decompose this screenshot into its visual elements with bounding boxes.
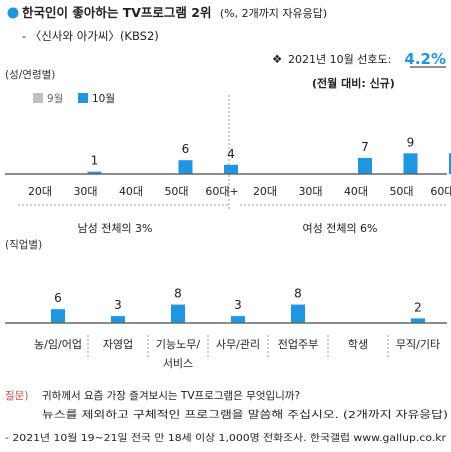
data-label-male-3: 6 [182,142,190,156]
tick-label-occupation-4: 전업주부 [278,338,318,351]
bar-male-1 [87,171,102,174]
bar-female-3 [403,153,418,174]
title-note: (%, 2개까지 자유응답) [220,7,327,20]
tick-label-male-1: 30대 [73,185,97,198]
tick-label-occupation-3: 사무/관리 [216,338,260,351]
title-main: 한국인이 좋아하는 TV프로그램 2위 [22,5,211,20]
data-label-female-2: 7 [361,140,369,154]
data-label-occupation-6: 2 [414,300,422,314]
data-label-occupation-3: 3 [234,298,242,312]
tick-label-male-0: 20대 [28,185,52,198]
bar-occupation-1 [111,316,125,323]
tick-label-male-4: 60대+ [205,185,238,198]
question-line-1: 귀하께서 요즘 가장 즐겨보시는 TV프로그램은 무엇입니까? [42,389,300,402]
preference-value: 4.2% [404,50,446,68]
chart-title: 한국인이 좋아하는 TV프로그램 2위 (%, 2개까지 자유응답) [22,5,327,20]
bar-female-4 [449,153,451,174]
tick-label-female-4: 60대+ [430,185,451,198]
section-label-sex-age: (성/연령별) [5,69,55,81]
tick-label-occupation-5: 학생 [348,338,368,351]
tick-label-male-2: 40대 [119,185,143,198]
bars-sex-age: 164799 [87,135,451,174]
tick-label-female-3: 50대 [389,185,413,198]
data-label-occupation-4: 8 [294,287,302,301]
tick-label-occupation-2: 기능노무/ [156,338,200,351]
tick-label-occupation-0: 농/임/어업 [34,338,82,351]
legend-swatch-sep [33,93,43,103]
legend-label-sep: 9월 [47,93,63,105]
data-label-occupation-2: 8 [174,287,182,301]
legend-label-oct: 10월 [92,93,115,105]
group-caption-female: 여성 전체의 6% [302,222,377,235]
bar-female-2 [358,157,372,174]
tick-label-female-0: 20대 [253,185,277,198]
data-label-male-4: 4 [227,147,235,161]
diamond-icon: ❖ [272,52,282,66]
bar-occupation-4 [291,304,305,323]
bar-occupation-0 [51,309,65,323]
tick-labels-occupation: 농/임/어업 자영업 기능노무/서비스 사무/관리 전업주부 학생 무직/기타 [34,335,440,370]
bars-occupation: 6 3 8 3 8 2 [51,287,425,323]
legend-swatch-oct [78,93,88,103]
preference-label: 2021년 10월 선호도: [288,53,391,66]
tick-label-occupation-6: 무직/기타 [396,338,440,351]
change-note: (전월 대비: 신규) [312,76,395,90]
tick-label-occupation-2-line2: 서비스 [163,357,193,370]
data-label-occupation-0: 6 [54,291,62,305]
section-label-occupation: (직업별) [5,238,42,251]
title-bullet-icon [7,7,19,19]
bar-male-4 [224,164,238,174]
tick-label-occupation-1: 자영업 [103,338,133,351]
question-label: 질문) [5,390,28,402]
tick-label-female-1: 30대 [298,185,322,198]
tick-labels-sex-age: 20대 30대 40대 50대 60대+ 20대 30대 40대 50대 60대+ [18,185,451,206]
group-caption-male: 남성 전체의 3% [77,222,152,235]
data-label-occupation-1: 3 [114,298,122,312]
tick-label-female-2: 40대 [344,185,368,198]
data-label-female-3: 9 [407,135,415,149]
source-note: - 2021년 10월 19~21일 전국 만 18세 이상 1,000명 전화… [5,432,446,444]
question-line-2: 뉴스를 제외하고 구체적인 프로그램을 말씀해 주십시오. (2개까지 자유응답… [42,408,448,421]
bar-occupation-6 [411,318,425,323]
data-label-male-1: 1 [91,154,99,168]
bar-occupation-3 [231,316,245,323]
program-name: - 〈신사와 아가씨〉(KBS2) [22,29,159,43]
bar-occupation-2 [171,304,185,323]
tick-label-male-3: 50대 [164,185,188,198]
bar-male-3 [178,160,193,174]
